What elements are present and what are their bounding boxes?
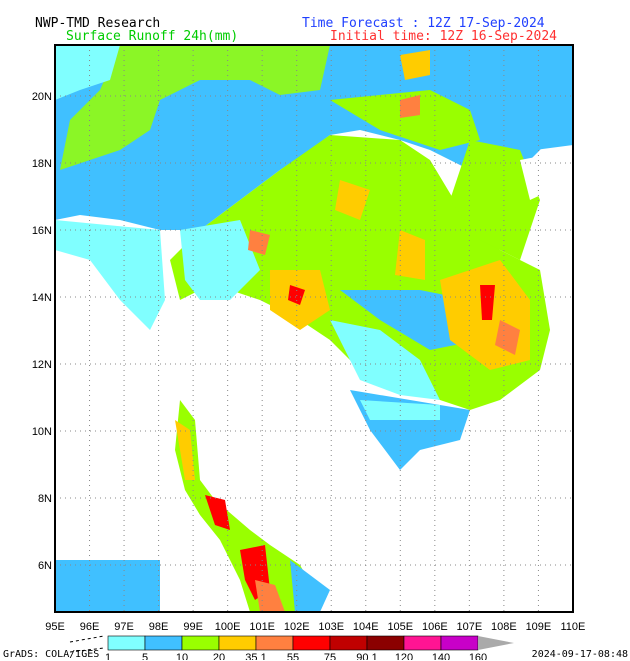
land-peninsula — [175, 400, 320, 612]
colorbar-label: 1 — [105, 652, 111, 660]
colorbar-swatch — [292, 635, 331, 651]
lon-label: 103E — [318, 621, 344, 633]
lon-label: 108E — [491, 621, 517, 633]
colorbar-label: 90 1 — [356, 652, 377, 660]
grads-credit: GrADS: COLA/IGES — [3, 649, 100, 660]
lat-label: 20N — [32, 91, 52, 103]
colorbar-swatch — [403, 635, 442, 651]
colorbar-swatch — [107, 635, 146, 651]
colorbar-swatch — [218, 635, 257, 651]
land-north — [55, 45, 573, 230]
lon-label: 95E — [45, 621, 65, 633]
lat-label: 8N — [38, 493, 52, 505]
variable-title: Surface Runoff 24h(mm) — [66, 29, 239, 44]
lat-label: 14N — [32, 292, 52, 304]
colorbar-label: 120 — [395, 652, 413, 660]
lon-label: 104E — [353, 621, 379, 633]
lon-label: 109E — [526, 621, 552, 633]
lat-label: 16N — [32, 225, 52, 237]
lon-label: 105E — [387, 621, 413, 633]
lon-label: 101E — [249, 621, 275, 633]
lon-label: 106E — [422, 621, 448, 633]
colorbar-label: 10 — [176, 652, 188, 660]
colorbar-swatch — [440, 635, 479, 651]
org-title: NWP-TMD Research — [35, 16, 161, 31]
initial-time: Initial time: 12Z 16-Sep-2024 — [330, 29, 557, 44]
timestamp: 2024-09-17-08:48 — [531, 649, 628, 660]
colorbar-label: 160 — [469, 652, 487, 660]
colorbar-swatch — [366, 635, 405, 651]
lat-label: 12N — [32, 359, 52, 371]
colorbar-label: 35 1 — [245, 652, 266, 660]
lat-label: 6N — [38, 560, 52, 572]
green-north — [60, 45, 330, 170]
colorbar-swatch — [181, 635, 220, 651]
colorbar-label: 55 — [287, 652, 299, 660]
colorbar: 1 5 10 20 35 1 55 75 90 1 120 140 160 — [105, 635, 514, 660]
lon-label: 97E — [114, 621, 134, 633]
forecast-time: Time Forecast : 12Z 17-Sep-2024 — [302, 16, 545, 31]
colorbar-arrow — [478, 636, 514, 650]
colorbar-swatch — [329, 635, 368, 651]
colorbar-label: 140 — [432, 652, 450, 660]
lat-label: 18N — [32, 158, 52, 170]
lat-label: 10N — [32, 426, 52, 438]
colorbar-label: 20 — [213, 652, 225, 660]
lon-label: 102E — [284, 621, 310, 633]
colorbar-label: 75 — [324, 652, 336, 660]
colorbar-label: 5 — [142, 652, 148, 660]
lon-label: 107E — [457, 621, 483, 633]
colorbar-swatch — [255, 635, 294, 651]
lon-label: 98E — [149, 621, 169, 633]
lon-label: 99E — [183, 621, 203, 633]
lon-label: 100E — [215, 621, 241, 633]
lon-label: 110E — [561, 621, 586, 633]
lon-label: 96E — [80, 621, 100, 633]
colorbar-swatch — [144, 635, 183, 651]
